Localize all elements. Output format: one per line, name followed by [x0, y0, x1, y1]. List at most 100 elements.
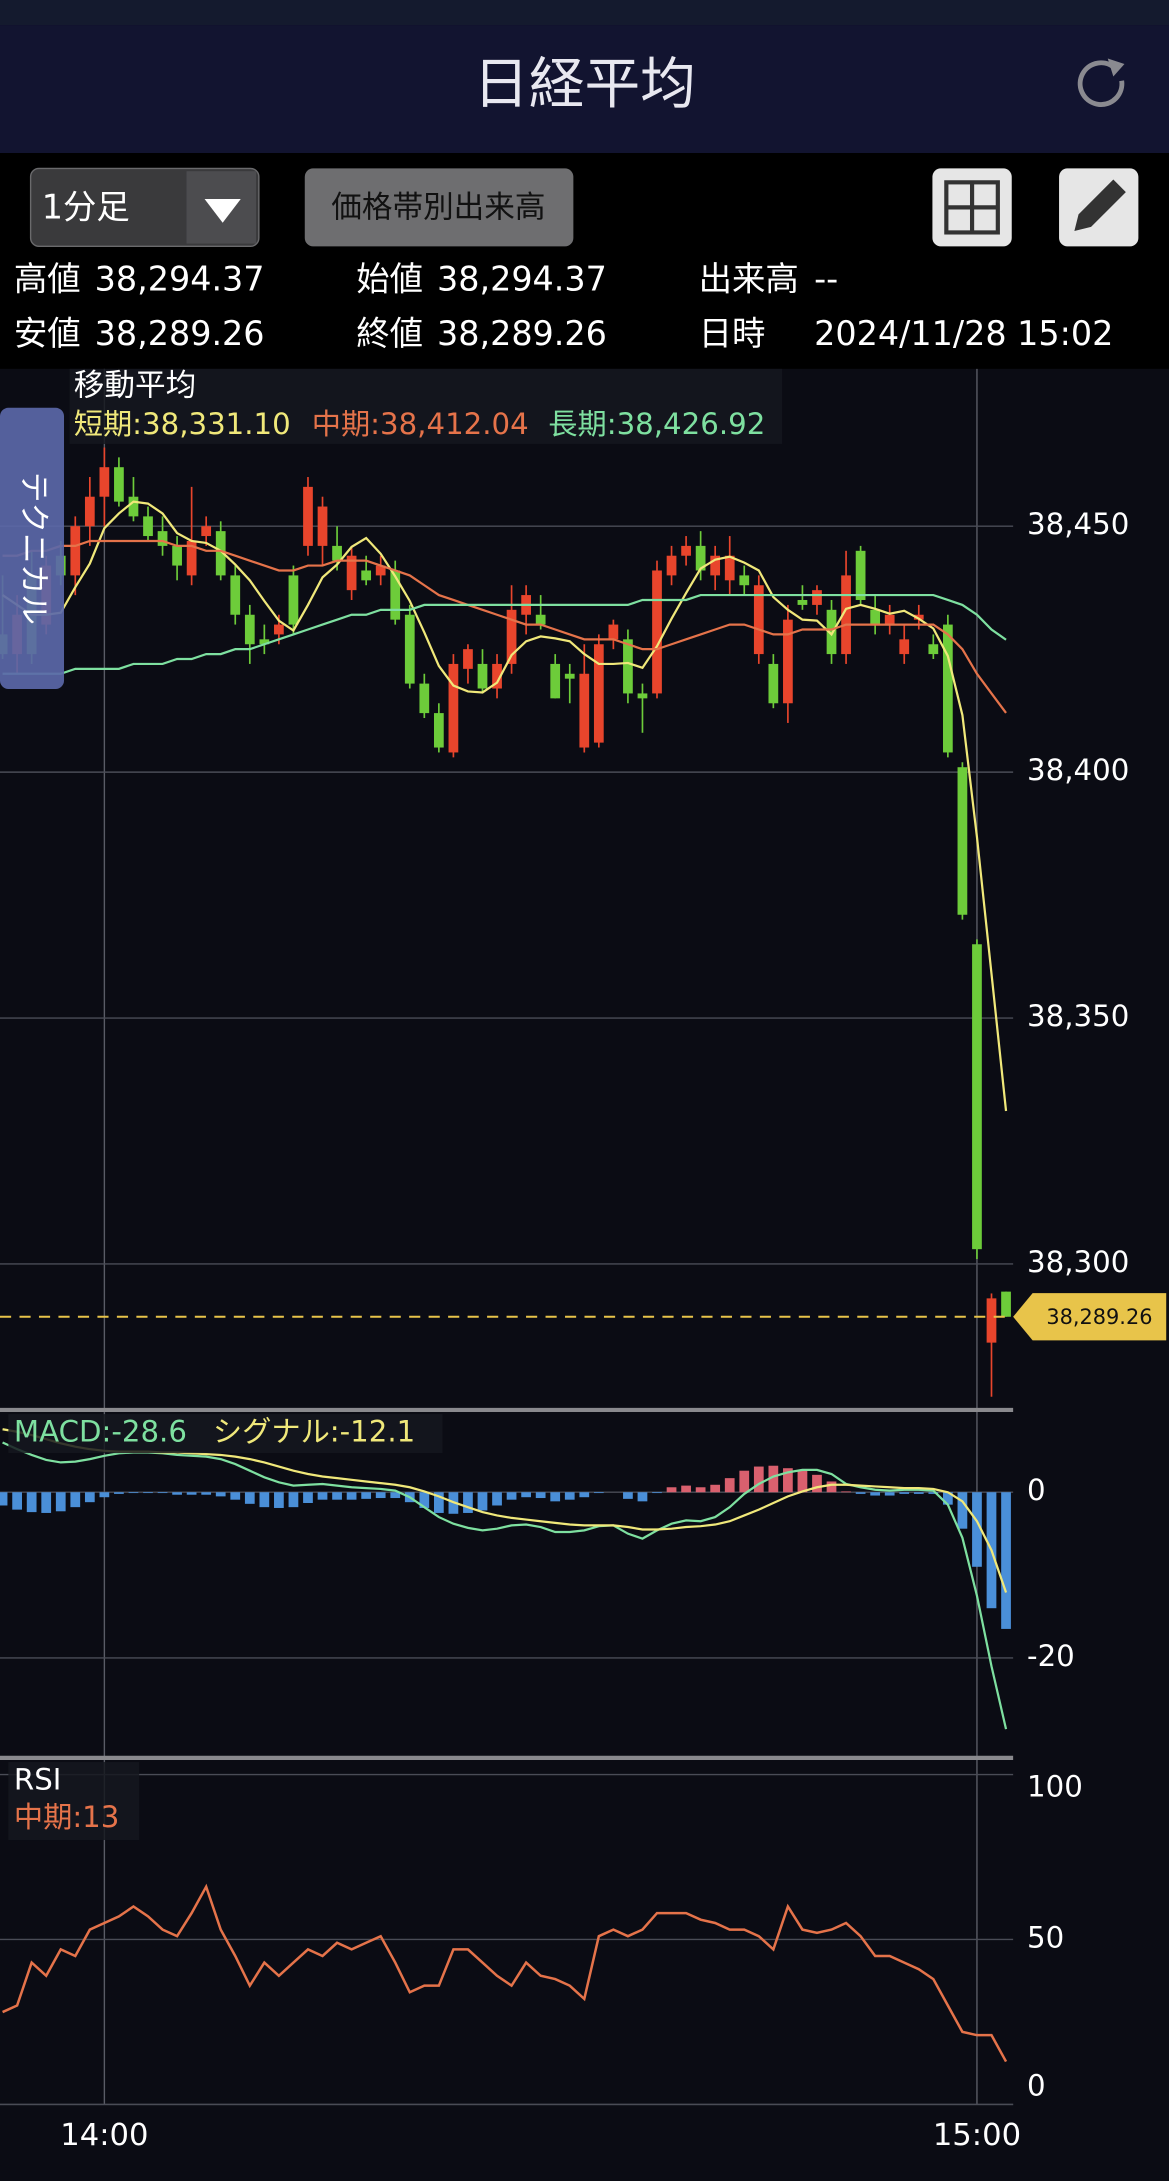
histogram-bar	[477, 1492, 488, 1511]
histogram-bar	[143, 1492, 153, 1494]
candle-body	[390, 570, 401, 620]
candle-body	[114, 467, 124, 502]
candle-body	[972, 944, 982, 1250]
candle-body	[899, 639, 910, 655]
volume-profile-label: 価格帯別出来高	[331, 190, 545, 225]
x-tick-label: 14:00	[60, 2118, 148, 2153]
header	[0, 25, 1169, 154]
candle-body	[274, 624, 284, 635]
candle-body	[303, 486, 313, 546]
histogram-bar	[128, 1492, 139, 1494]
candle-body	[913, 614, 924, 620]
histogram-bar	[652, 1492, 662, 1494]
candle-body	[288, 575, 299, 625]
draw-button[interactable]	[1059, 168, 1139, 247]
candle-body	[884, 614, 895, 625]
candle-body	[346, 555, 357, 591]
histogram-bar	[12, 1492, 22, 1510]
candle-body	[870, 609, 881, 625]
histogram-bar	[695, 1487, 706, 1493]
candle-body	[477, 663, 488, 689]
series-line	[2, 593, 1007, 675]
layout-button[interactable]	[932, 168, 1012, 247]
overlay: テクニカル	[0, 407, 65, 689]
last-price-tag	[1013, 1293, 1167, 1341]
y-tick-label: 0	[1027, 1473, 1046, 1507]
y-tick-label: 50	[1027, 1920, 1064, 1954]
candle-body	[593, 644, 604, 743]
candle-body	[695, 545, 706, 571]
legend-entry: シグナル:-12.1	[213, 1415, 415, 1449]
info-label: 終値	[356, 314, 423, 353]
panel-title: RSI	[14, 1763, 61, 1797]
series-line	[2, 1441, 1008, 1730]
candle-body	[128, 496, 139, 517]
info-value: --	[814, 260, 838, 299]
histogram-bar	[375, 1492, 386, 1499]
histogram-bar	[157, 1492, 168, 1494]
candle-body	[942, 624, 953, 753]
legend-entry: 中期:38,412.04	[312, 407, 529, 441]
candle-body	[826, 609, 837, 655]
histogram-bar	[972, 1492, 982, 1567]
histogram-bar	[928, 1492, 939, 1494]
candle-body	[783, 619, 793, 704]
histogram-bar	[244, 1492, 255, 1504]
histogram-bar	[230, 1492, 241, 1500]
y-tick-label: 100	[1027, 1770, 1083, 1804]
legend-entry: 短期:38,331.10	[74, 407, 291, 441]
candle-body	[506, 609, 517, 664]
candle-body	[492, 663, 502, 689]
histogram-bar	[506, 1492, 517, 1500]
candle-body	[99, 467, 110, 497]
histogram-bar	[172, 1492, 182, 1495]
candle-body	[753, 585, 764, 655]
y-tick-label: 38,300	[1027, 1245, 1129, 1279]
candle-body	[564, 673, 575, 679]
histogram-bar	[492, 1492, 502, 1506]
histogram-bar	[899, 1492, 910, 1494]
candle-body	[812, 590, 822, 605]
histogram-bar	[826, 1481, 837, 1493]
chart-background	[0, 368, 1169, 2181]
histogram-bar	[579, 1492, 590, 1498]
histogram-bar	[812, 1474, 822, 1493]
y-tick-label: 38,350	[1027, 999, 1129, 1033]
histogram-bar	[274, 1492, 284, 1508]
candle-body	[652, 570, 662, 694]
technical-tab-label: テクニカル	[16, 472, 51, 625]
candle-body	[797, 599, 808, 605]
histogram-bar	[521, 1492, 531, 1498]
histogram-bar	[724, 1478, 735, 1493]
candle-body	[70, 526, 81, 576]
technical-tab[interactable]	[0, 407, 65, 689]
candle-body	[419, 683, 430, 714]
volume-profile-button[interactable]: 価格帯別出来高	[304, 168, 574, 247]
candle-body	[579, 673, 590, 748]
candle-body	[143, 516, 153, 537]
plot: 14:00 15:00 38,300 38,350 38,400 38,450 0 -20 0 5…	[0, 368, 1167, 2153]
candle-body	[433, 713, 444, 748]
candle-body	[201, 526, 212, 537]
info-label: 安値	[14, 314, 81, 353]
histogram-bar	[0, 1492, 8, 1506]
candle-body	[361, 570, 372, 581]
candle-body	[404, 614, 415, 684]
histogram-bar	[797, 1470, 808, 1493]
info-value: 38,289.26	[437, 314, 607, 353]
histogram-bar	[783, 1468, 793, 1493]
histogram-bar	[870, 1492, 881, 1496]
histogram-bar	[666, 1487, 677, 1493]
candle-body	[172, 545, 182, 566]
histogram-bar	[841, 1491, 851, 1493]
candle-body	[855, 550, 866, 600]
candle-body	[230, 575, 241, 615]
histogram-bar	[332, 1492, 342, 1500]
legend-entry: MACD:-28.6	[14, 1415, 187, 1449]
refresh-button[interactable]	[1077, 58, 1125, 107]
candle-body	[710, 555, 721, 576]
interval-dropdown[interactable]: 1分足	[29, 167, 260, 248]
histogram-bar	[70, 1492, 81, 1508]
legend-background	[8, 1414, 443, 1454]
